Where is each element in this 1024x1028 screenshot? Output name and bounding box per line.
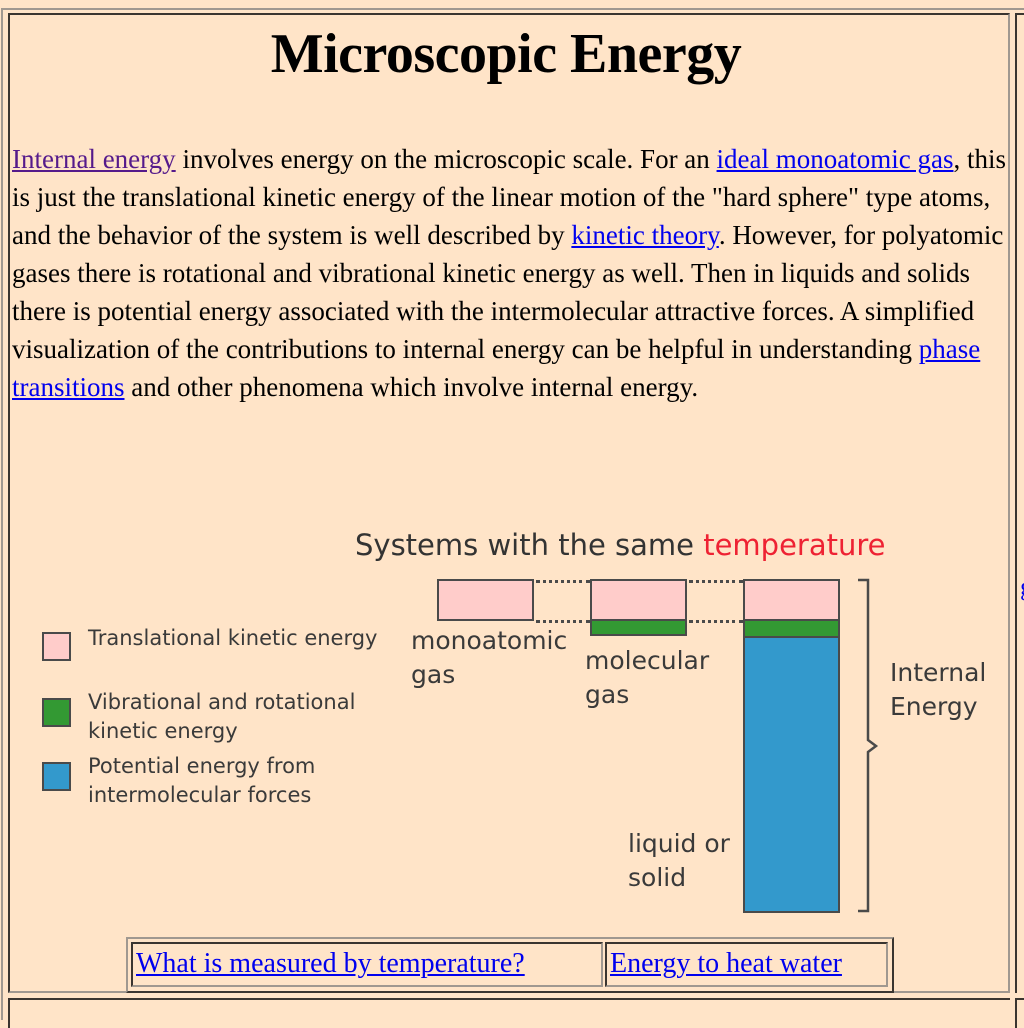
link-what-is-measured-by-temperature[interactable]: What is measured by temperature? [136,948,525,979]
potential-swatch-icon [42,762,71,791]
link-energy-to-heat-water[interactable]: Energy to heat water [610,948,842,979]
diagram-title-highlight: temperature [703,528,886,562]
internal-energy-diagram: Systems with the same temperature Transl… [0,520,1012,920]
related-link-cell: Energy to heat water [605,942,888,987]
paragraph-text-4: and other phenomena which involve intern… [124,372,699,402]
page-frame [1,8,1024,1020]
dotted-connector [536,580,590,583]
diagram-title-prefix: Systems with the same [355,528,704,562]
paragraph-text-2: , this is just the translational kinetic… [12,144,1006,250]
right-nav-link[interactable]: g [1020,572,1024,602]
link-ideal-monoatomic-gas[interactable]: ideal monoatomic gas [716,144,954,174]
bottom-right-cell [1015,998,1024,1028]
internal-energy-label: Internal Energy [890,658,987,721]
dotted-connector [689,620,743,623]
liquid-translational-bar [743,579,840,621]
right-nav-cell [1015,13,1024,993]
brace-icon [858,578,879,913]
page-title: Microscopic Energy [270,23,742,85]
legend-label: Vibrational and rotational kinetic energ… [88,690,356,743]
paragraph-text-1: involves energy on the microscopic scale… [175,144,717,174]
legend-label: Potential energy from intermolecular for… [88,754,316,807]
molecular-label: molecular gas [585,646,710,709]
link-phase-transitions[interactable]: phase transitions [12,334,981,402]
translational-swatch-icon [42,632,71,661]
link-kinetic-theory[interactable]: kinetic theory [571,220,719,250]
intro-paragraph: Internal energy involves energy on the m… [12,140,1012,406]
molecular-translational-bar [590,579,687,621]
paragraph-text-3: . However, for polyatomic gases there is… [12,220,1004,364]
vibrational-swatch-icon [42,698,71,727]
related-links-table: What is measured by temperature? Energy … [126,937,894,993]
monoatomic-translational-bar [437,579,534,621]
liquid-potential-bar [743,636,840,913]
legend-label: Translational kinetic energy [88,626,378,650]
diagram-title: Systems with the same temperature [355,528,886,562]
liquid-solid-label: liquid or solid [628,829,730,892]
molecular-vibrational-bar [590,619,687,636]
monoatomic-label: monoatomic gas [411,626,568,689]
link-internal-energy[interactable]: Internal energy [12,144,176,174]
bottom-cell [8,998,1010,1028]
related-link-cell: What is measured by temperature? [131,942,603,987]
dotted-connector [689,580,743,583]
dotted-connector [536,620,590,623]
